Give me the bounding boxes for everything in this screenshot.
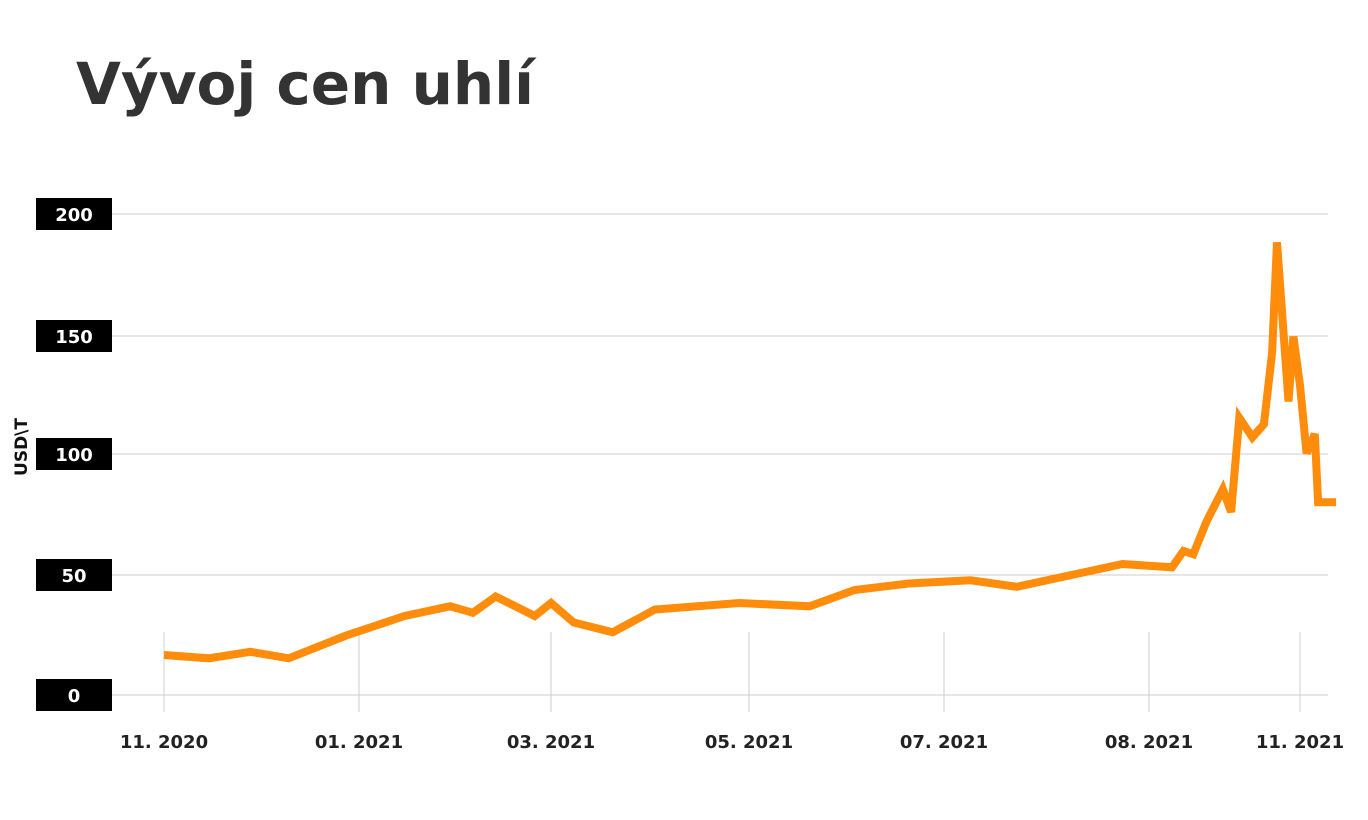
y-tick-box: [36, 198, 112, 230]
x-tick-label: 07. 2021: [900, 732, 988, 753]
y-tick-label: 50: [61, 566, 86, 587]
series-layer: [163, 242, 1337, 663]
chart-title: Vývoj cen uhlí: [76, 50, 537, 118]
series-line: [163, 242, 1337, 663]
y-axis-label: USD\T: [12, 418, 32, 476]
y-tick-box: [36, 559, 112, 591]
grid: [112, 213, 1328, 712]
x-tick-label: 05. 2021: [705, 732, 793, 753]
y-tick-label: 150: [55, 327, 93, 348]
y-tick-box: [36, 679, 112, 711]
x-tick-label: 08. 2021: [1105, 732, 1193, 753]
x-axis-ticks: 11. 2020 01. 2021 03. 2021 05. 2021 07. 2021…: [120, 732, 1344, 753]
y-tick: 200: [36, 198, 112, 230]
y-tick: 0: [36, 679, 112, 711]
x-tick-label: 01. 2021: [315, 732, 403, 753]
y-tick-box: [36, 320, 112, 352]
x-tick-label: 03. 2021: [507, 732, 595, 753]
y-tick: 150: [36, 320, 112, 352]
y-tick-label: 200: [55, 205, 93, 226]
y-tick-label: 0: [68, 686, 81, 707]
y-tick: 50: [36, 559, 112, 591]
y-tick-label: 100: [55, 445, 93, 466]
x-tick-label: 11. 2020: [120, 732, 208, 753]
y-axis-ticks: 200 150 100 50 0: [36, 198, 112, 711]
x-tick-label: 11. 2021: [1256, 732, 1344, 753]
y-tick-box: [36, 438, 112, 470]
y-tick: 100: [36, 438, 112, 470]
